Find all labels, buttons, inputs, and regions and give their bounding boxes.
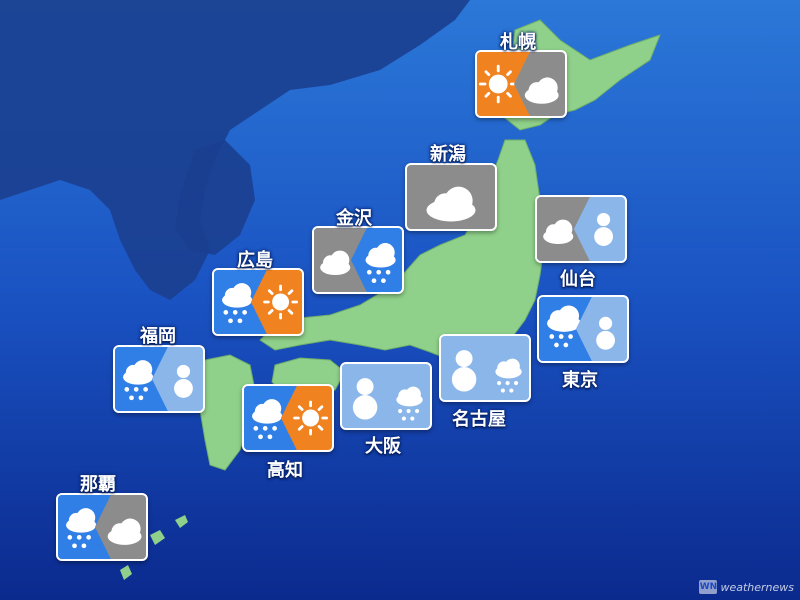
city-name-nagoya: 名古屋 — [452, 409, 506, 430]
cloudy-icon — [407, 165, 495, 229]
okinawa-islands — [120, 515, 188, 580]
city-name-osaka: 大阪 — [365, 436, 401, 457]
city-name-kanazawa: 金沢 — [336, 208, 372, 229]
korea — [175, 140, 255, 255]
city-forecast-sapporo[interactable] — [475, 50, 567, 118]
brand-text: weathernews — [720, 580, 794, 594]
city-forecast-nagoya[interactable] — [439, 334, 531, 402]
city-name-sendai: 仙台 — [560, 269, 596, 290]
city-forecast-osaka[interactable] — [340, 362, 432, 430]
city-name-fukuoka: 福岡 — [140, 326, 176, 347]
city-name-tokyo: 東京 — [562, 370, 598, 391]
city-name-kochi: 高知 — [267, 460, 303, 481]
city-name-naha: 那覇 — [80, 474, 116, 495]
city-name-sapporo: 札幌 — [500, 32, 536, 53]
city-forecast-hiroshima[interactable] — [212, 268, 304, 336]
rain-icon — [115, 347, 168, 411]
city-name-hiroshima: 広島 — [237, 250, 273, 271]
rain-icon — [58, 495, 111, 559]
rain-icon — [244, 386, 297, 450]
cloudy-icon — [314, 228, 367, 292]
city-forecast-naha[interactable] — [56, 493, 148, 561]
brand-logo: WN weathernews — [699, 580, 794, 594]
honshu — [259, 139, 546, 361]
city-forecast-kochi[interactable] — [242, 384, 334, 452]
brand-mark: WN — [699, 580, 718, 594]
city-forecast-tokyo[interactable] — [537, 295, 629, 363]
city-forecast-niigata[interactable] — [405, 163, 497, 231]
city-name-niigata: 新潟 — [430, 144, 466, 165]
rain-icon — [539, 297, 592, 361]
city-forecast-kanazawa[interactable] — [312, 226, 404, 294]
city-forecast-fukuoka[interactable] — [113, 345, 205, 413]
city-forecast-sendai[interactable] — [535, 195, 627, 263]
mainland-asia — [0, 0, 470, 300]
